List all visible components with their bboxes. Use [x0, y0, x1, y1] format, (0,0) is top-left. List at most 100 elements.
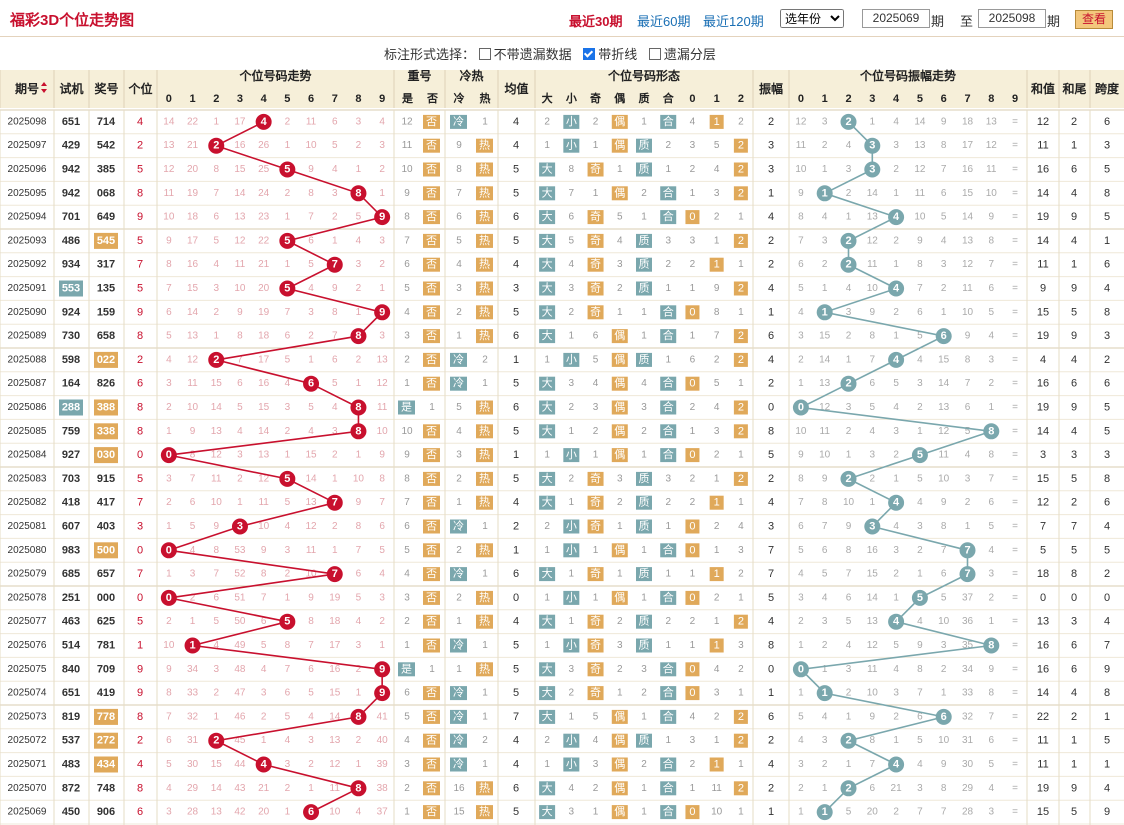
- miss-cell: 4: [308, 711, 314, 722]
- period-30-link[interactable]: 最近30期: [569, 14, 623, 29]
- option-polyline[interactable]: 带折线: [583, 47, 637, 62]
- route-tag: [733, 614, 748, 629]
- amp-miss-cell: =: [1012, 569, 1018, 580]
- miss-cell: 1: [261, 735, 267, 746]
- hot-tag: [476, 781, 493, 796]
- miss-cell: 2: [356, 664, 362, 675]
- hot-cell: 热: [479, 424, 490, 437]
- amp-ball: [840, 256, 857, 273]
- year-select[interactable]: 选年份: [780, 9, 844, 28]
- amp-miss-cell: 1: [893, 188, 899, 199]
- shape-subheader: 偶: [614, 91, 625, 105]
- view-button[interactable]: 查看: [1075, 10, 1113, 29]
- repeat-tag: [423, 781, 440, 796]
- shape-cell: 奇: [590, 163, 601, 176]
- amp-miss-cell: 10: [938, 616, 950, 627]
- tail-cell: 4: [1071, 187, 1077, 199]
- period-120-link[interactable]: 最近120期: [703, 14, 764, 29]
- shape-tag: [636, 233, 652, 248]
- unit-ball-label: 2: [213, 140, 219, 152]
- shape-tag: [611, 543, 628, 558]
- shape-cell: 奇: [590, 686, 601, 699]
- shape-tag: [636, 638, 652, 653]
- shape-miss: 3: [641, 402, 647, 413]
- shape-cell: 奇: [590, 305, 601, 318]
- tail-cell: 6: [1071, 663, 1077, 675]
- unit-ball-label: 0: [166, 592, 172, 604]
- unit-ball: [160, 542, 177, 559]
- miss-cell: 10: [234, 283, 246, 294]
- miss-cell: 3: [285, 545, 291, 556]
- win-cell: 417: [97, 497, 115, 509]
- unit-ball: [374, 685, 391, 702]
- shape-cell: 合: [663, 304, 674, 318]
- shape-miss: 1: [714, 473, 720, 484]
- amp-miss-cell: 13: [962, 235, 974, 246]
- from-issue-input[interactable]: 2025069: [862, 9, 930, 28]
- group-header: 和尾: [1061, 81, 1086, 96]
- avg-cell: 1: [513, 354, 519, 366]
- trial-cell: 840: [62, 663, 80, 675]
- amp-miss-cell: 1: [965, 521, 971, 532]
- amp-cell: 0: [768, 402, 774, 414]
- issue-cell: 2025076: [8, 640, 47, 651]
- span-cell: 3: [1104, 330, 1110, 342]
- shape-cell: 大: [542, 661, 553, 675]
- option-no-miss[interactable]: 不带遗漏数据: [478, 47, 572, 62]
- no-miss-checkbox[interactable]: [478, 48, 491, 60]
- amp-cell: 4: [768, 283, 774, 295]
- amp-ball: [840, 232, 857, 249]
- route-tag: [733, 162, 748, 177]
- shape-tag: [563, 448, 580, 463]
- polyline-checkbox[interactable]: [583, 48, 596, 60]
- shape-cell: 偶: [614, 805, 625, 818]
- amp-ball-label: 2: [845, 378, 851, 390]
- shape-miss: 3: [665, 473, 671, 484]
- shape-miss: 2: [569, 473, 575, 484]
- amp-cell: 4: [768, 616, 774, 628]
- unit-cell: 6: [137, 806, 143, 818]
- cold-miss: 1: [456, 664, 462, 675]
- option-miss-layer[interactable]: 遗漏分层: [648, 47, 716, 62]
- shape-miss: 1: [544, 592, 550, 603]
- miss-cell: 1: [166, 521, 172, 532]
- amp-miss-cell: 8: [989, 688, 995, 699]
- amp-miss-cell: 5: [941, 592, 947, 603]
- amp-miss-cell: =: [1012, 283, 1018, 294]
- miss-cell: 5: [261, 640, 267, 651]
- amp-ball: [816, 685, 833, 702]
- miss-cell: 2: [308, 759, 314, 770]
- route-cell: 2: [738, 164, 744, 176]
- shape-cell: 偶: [614, 734, 625, 747]
- shape-cell: 合: [663, 661, 674, 675]
- repeat-miss: 12: [401, 116, 413, 127]
- amp-cell: 1: [768, 306, 774, 318]
- miss-cell: 14: [163, 116, 175, 127]
- amp-miss-cell: 5: [917, 735, 923, 746]
- win-tag: [94, 351, 118, 368]
- miss-cell: 4: [308, 426, 314, 437]
- to-issue-input[interactable]: 2025098: [978, 9, 1046, 28]
- amp-miss-cell: 17: [962, 140, 974, 151]
- shape-miss: 2: [617, 497, 623, 508]
- amp-cell: 2: [768, 235, 774, 247]
- miss-layer-checkbox[interactable]: [648, 48, 661, 60]
- tail-cell: 0: [1071, 592, 1077, 604]
- miss-cell: 2: [356, 283, 362, 294]
- period-60-link[interactable]: 最近60期: [637, 14, 691, 29]
- shape-cell: 大: [542, 804, 553, 818]
- win-cell: 272: [97, 735, 115, 747]
- amp-miss-cell: 2: [798, 616, 804, 627]
- amp-cell: 5: [768, 592, 774, 604]
- miss-cell: 46: [234, 711, 246, 722]
- amp-miss-cell: =: [1012, 592, 1018, 603]
- shape-tag: [539, 805, 556, 820]
- trial-cell: 942: [62, 164, 80, 176]
- issue-cell: 2025081: [8, 521, 47, 532]
- amp-miss-cell: 11: [867, 664, 878, 675]
- cold-tag: [450, 114, 467, 129]
- miss-cell: 9: [213, 521, 219, 532]
- shape-cell: 偶: [614, 115, 625, 128]
- amp-miss-cell: 5: [941, 212, 947, 223]
- miss-cell: 6: [285, 331, 291, 342]
